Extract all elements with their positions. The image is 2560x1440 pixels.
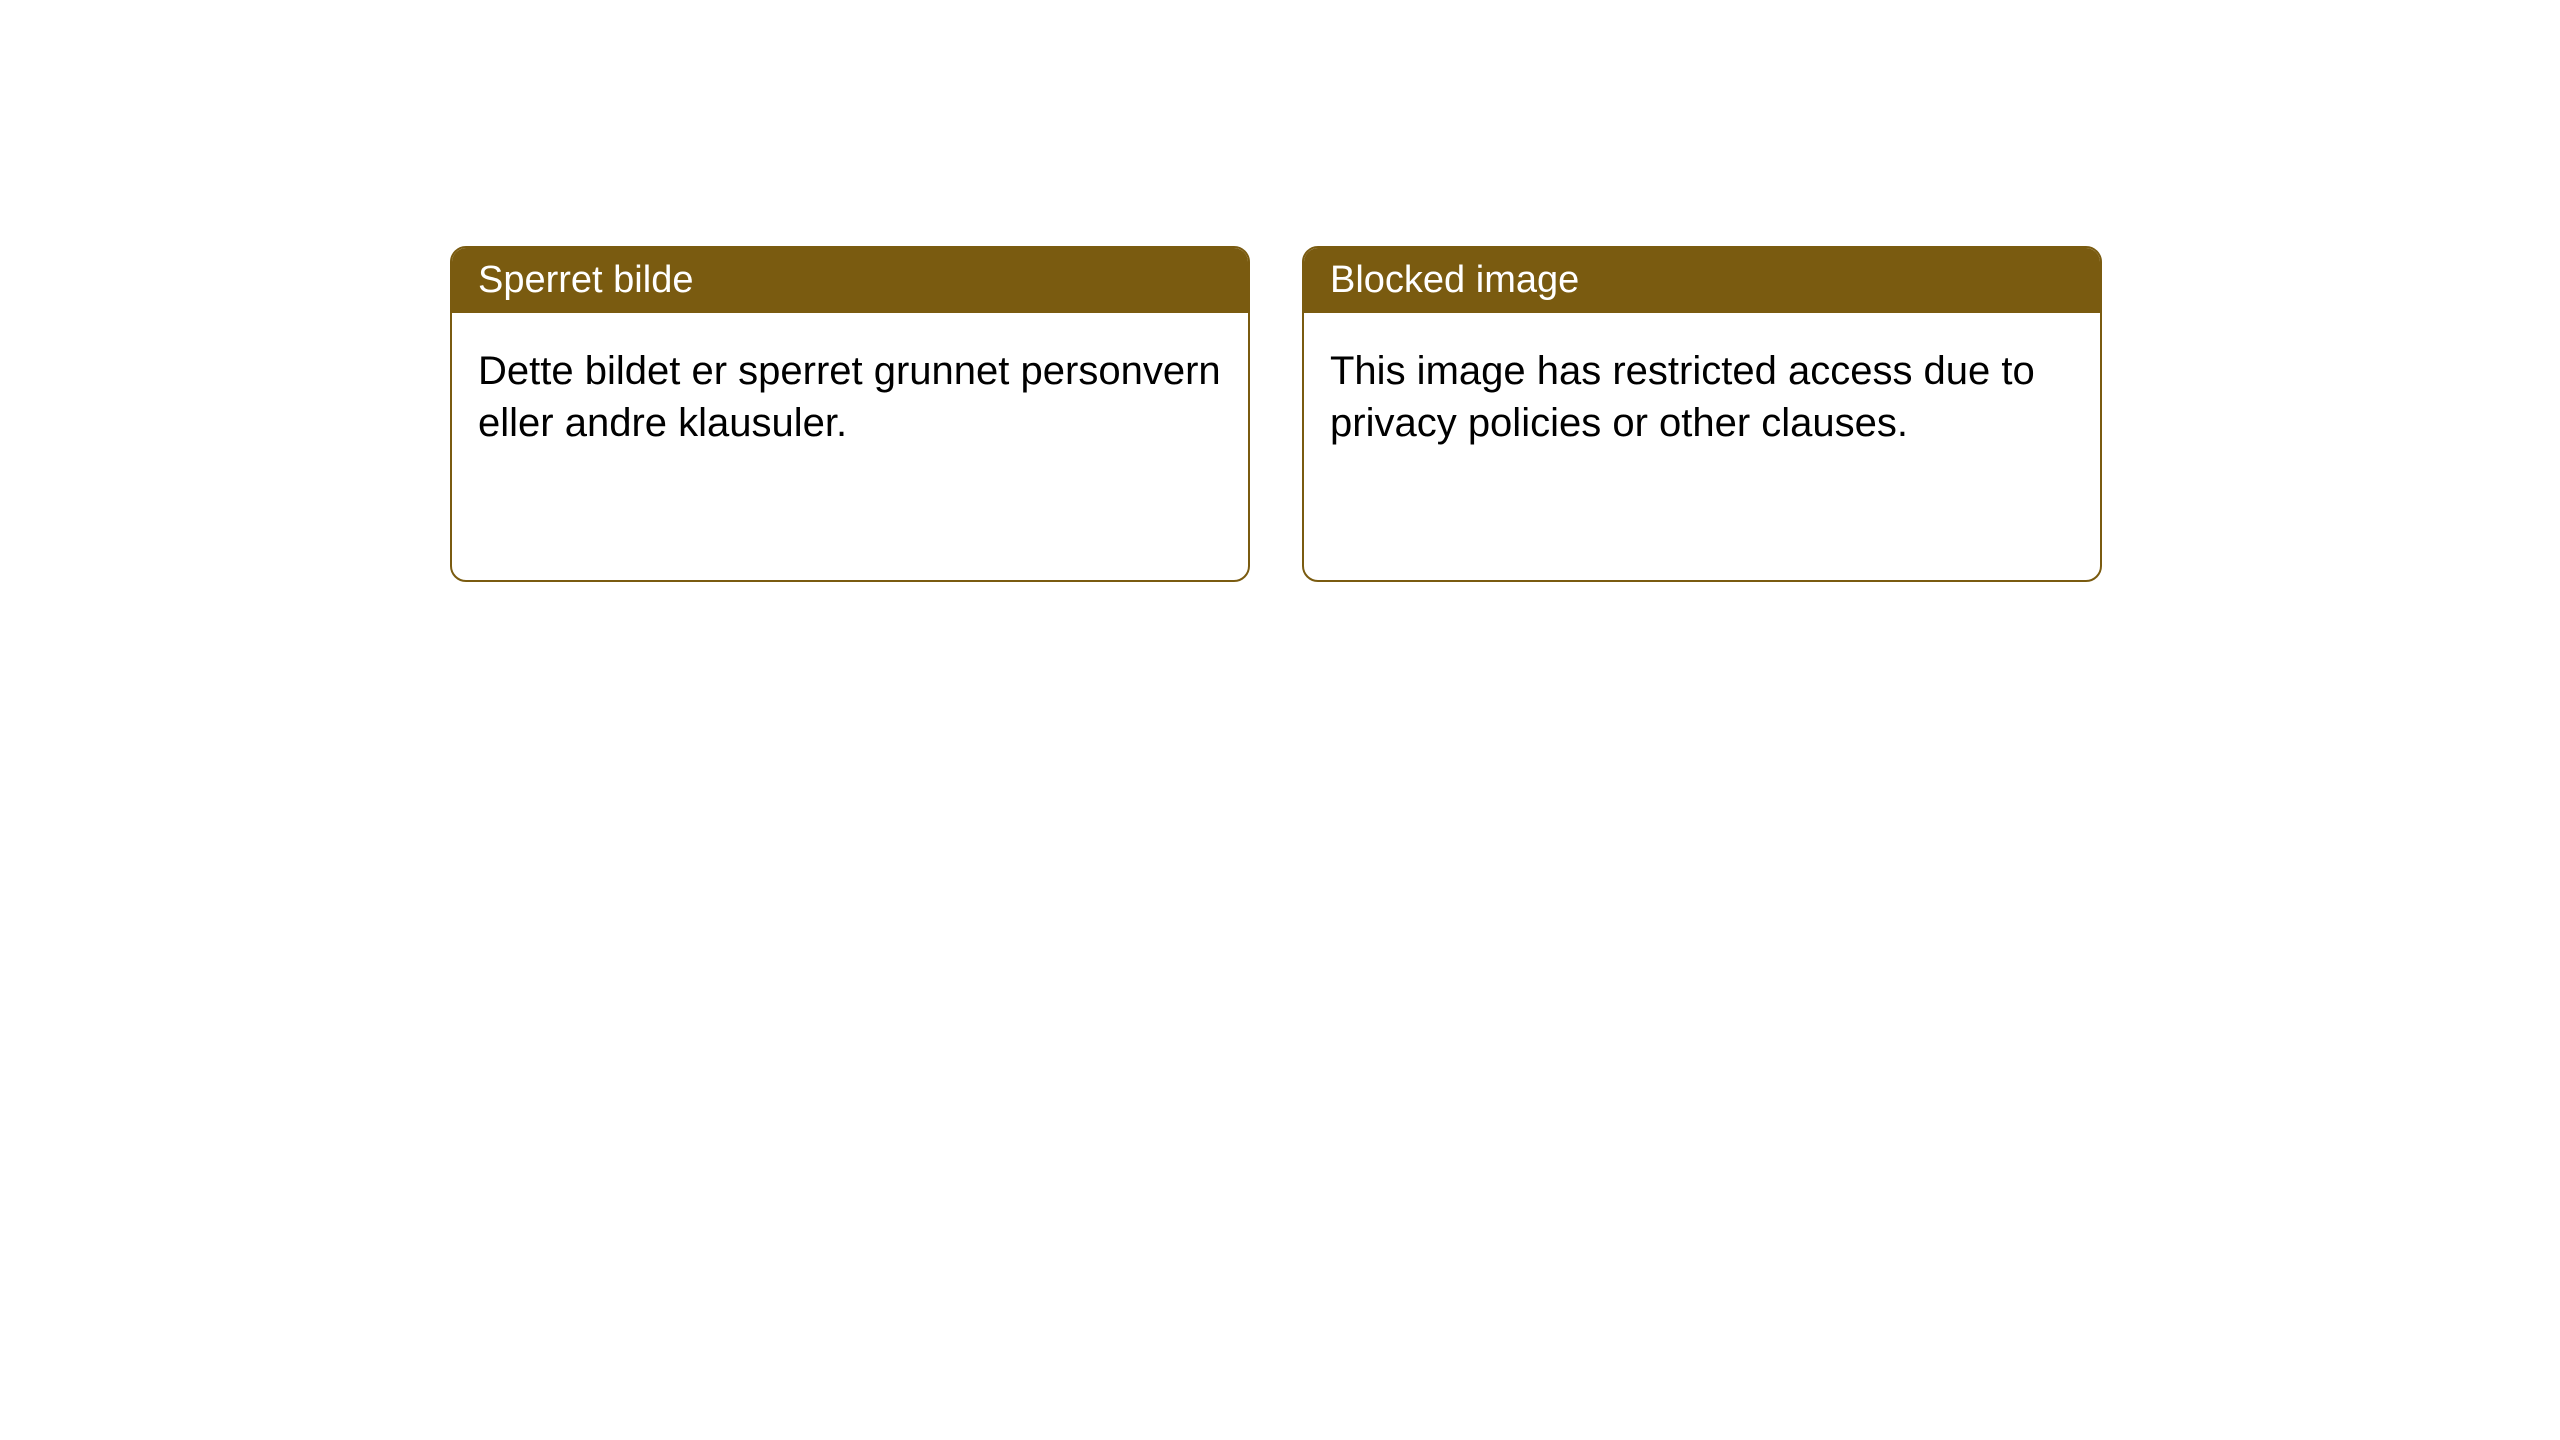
card-body: Dette bildet er sperret grunnet personve… — [452, 313, 1248, 481]
blocked-image-card-norwegian: Sperret bilde Dette bildet er sperret gr… — [450, 246, 1250, 582]
card-header: Sperret bilde — [452, 248, 1248, 313]
card-title: Blocked image — [1330, 259, 1579, 301]
card-header: Blocked image — [1304, 248, 2100, 313]
card-container: Sperret bilde Dette bildet er sperret gr… — [0, 0, 2560, 582]
card-body: This image has restricted access due to … — [1304, 313, 2100, 481]
card-body-text: Dette bildet er sperret grunnet personve… — [478, 349, 1221, 445]
card-title: Sperret bilde — [478, 259, 693, 301]
blocked-image-card-english: Blocked image This image has restricted … — [1302, 246, 2102, 582]
card-body-text: This image has restricted access due to … — [1330, 349, 2035, 445]
